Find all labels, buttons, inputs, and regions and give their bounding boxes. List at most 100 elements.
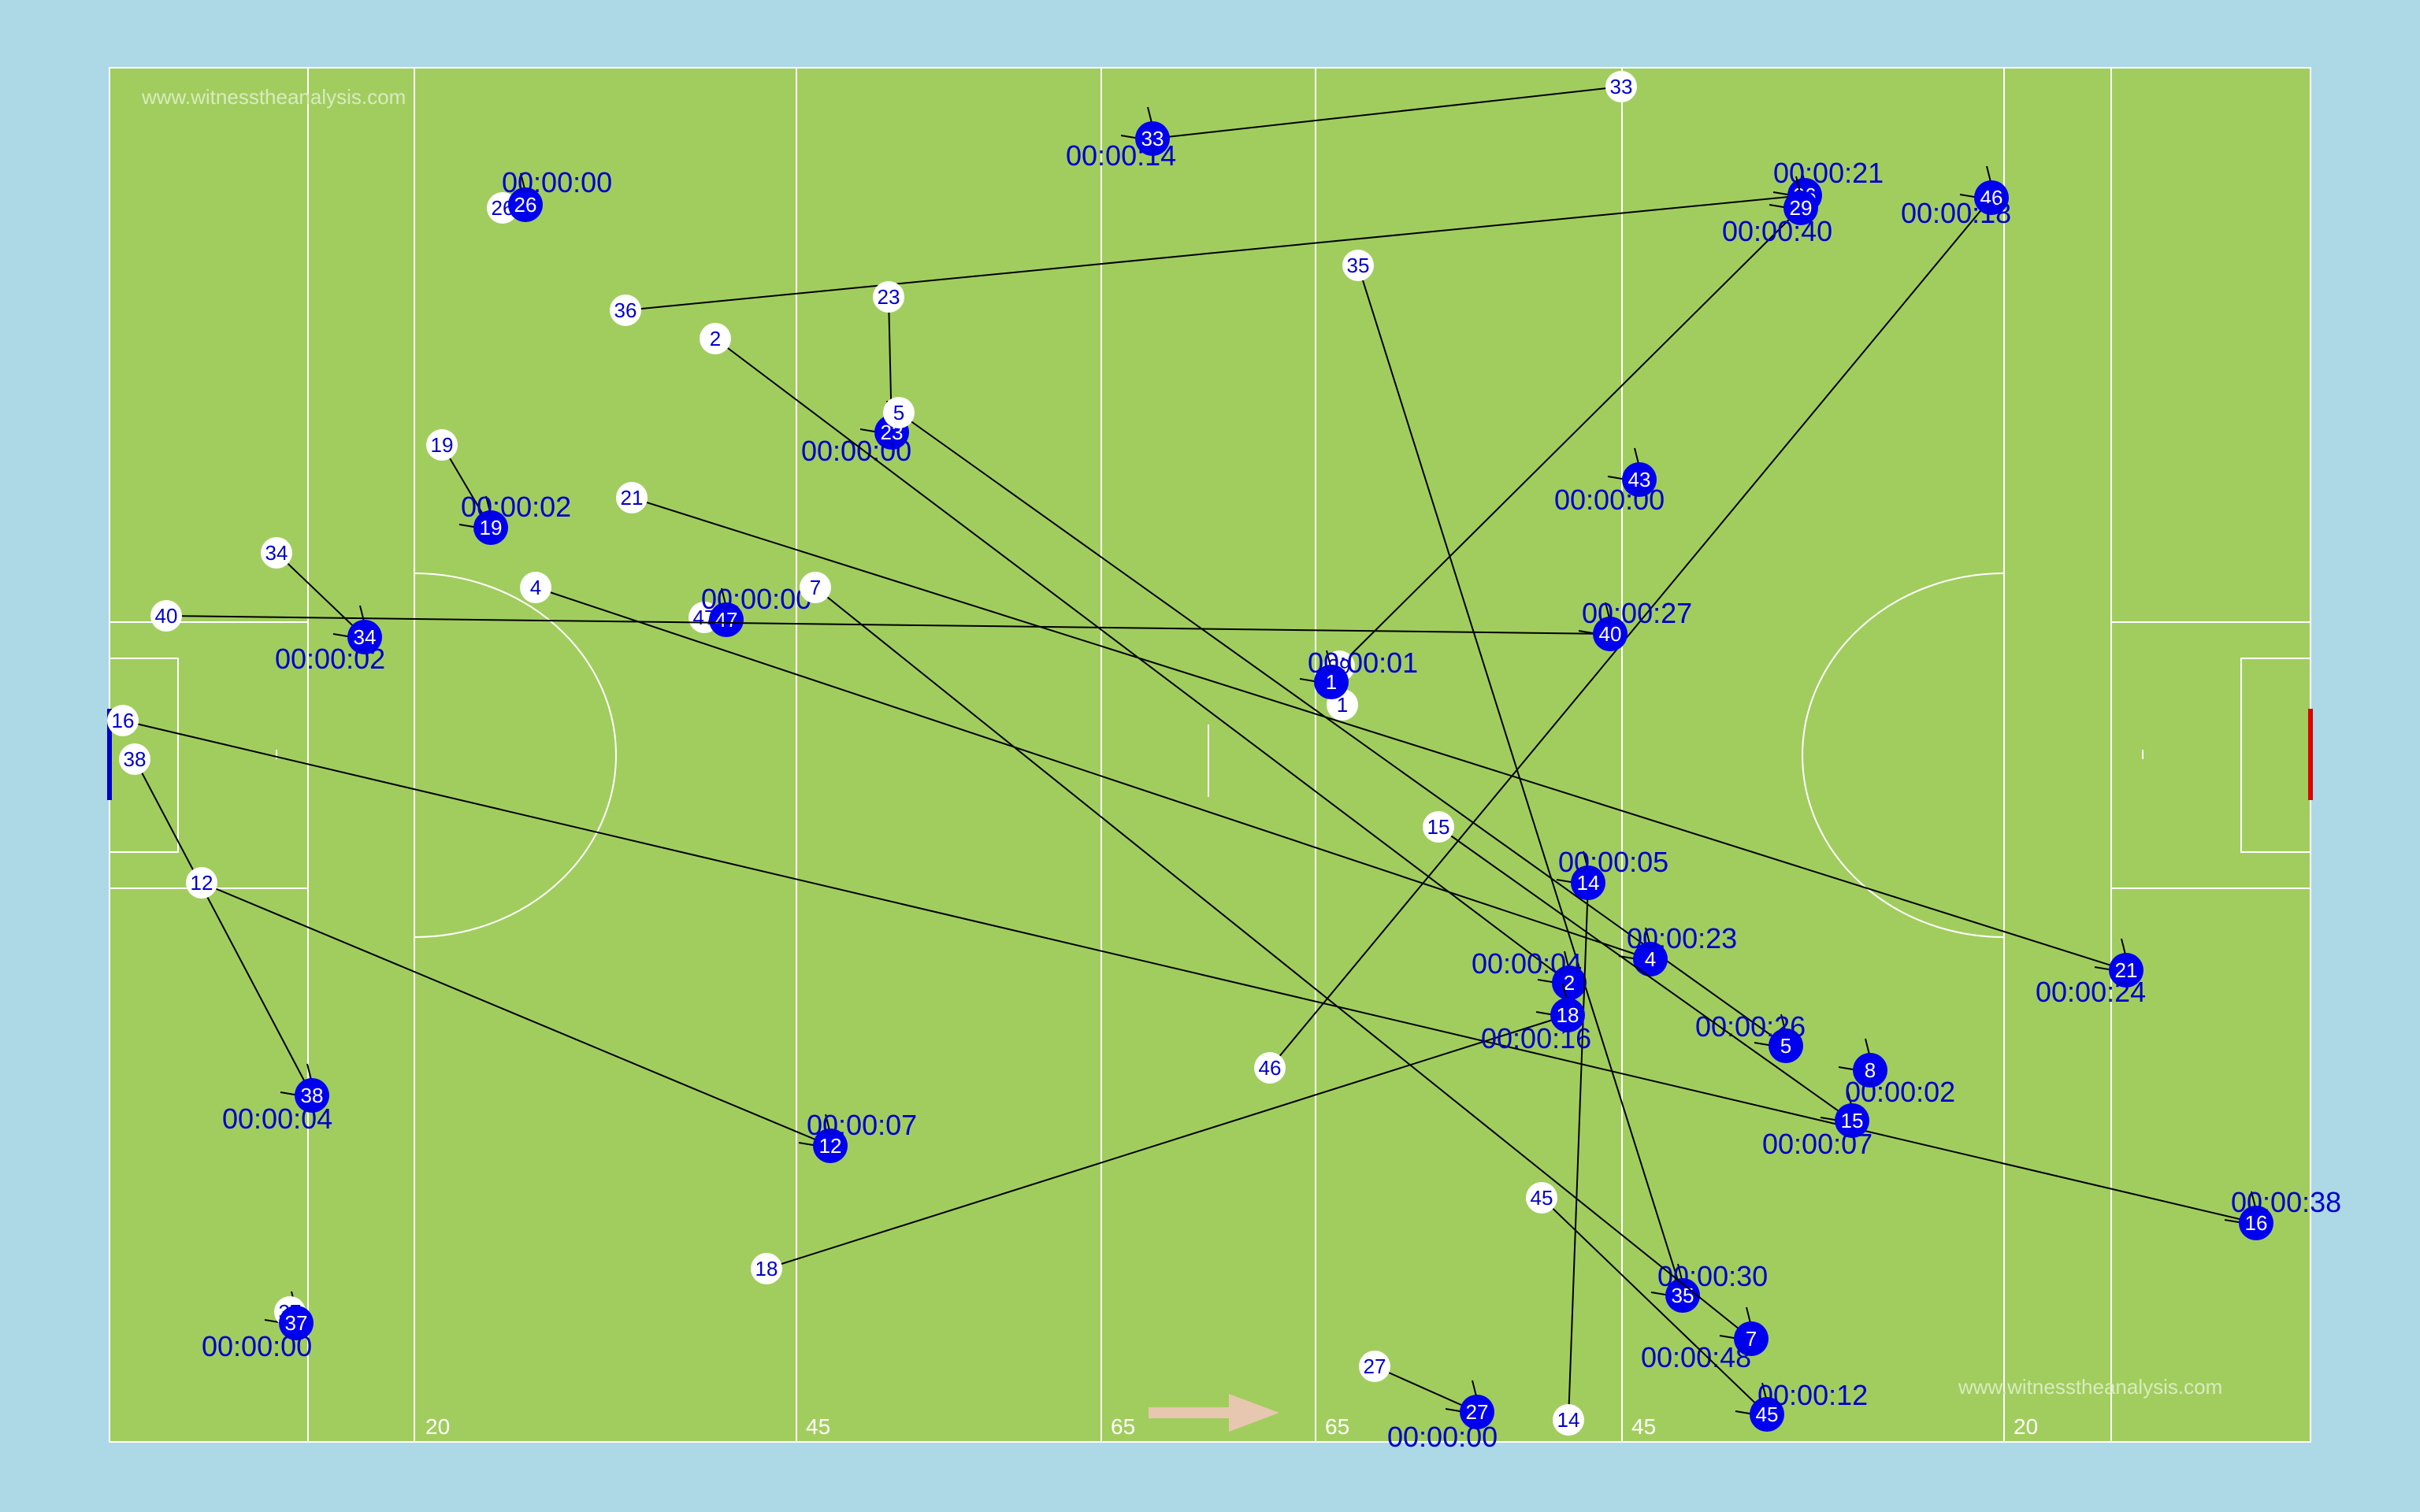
kickout-43[interactable]: 434300:00:00 <box>1554 447 1665 516</box>
kickout-time: 00:00:00 <box>502 166 612 198</box>
end-number: 12 <box>819 1134 842 1158</box>
start-number: 15 <box>1427 815 1450 839</box>
left-goal <box>107 709 112 800</box>
end-marker <box>2239 1206 2273 1240</box>
kickout-line <box>1438 826 1853 1121</box>
end-marker <box>813 1128 848 1163</box>
kickout-time: 00:00:26 <box>1695 1010 1806 1043</box>
kickout-time: 00:00:18 <box>1901 197 2011 229</box>
kickout-line <box>201 882 831 1147</box>
start-number: 46 <box>1259 1056 1282 1080</box>
end-number: 29 <box>1790 196 1813 220</box>
field-number: 45 <box>1631 1414 1656 1439</box>
kickout-time: 00:00:01 <box>1308 647 1418 679</box>
start-marker <box>1605 71 1637 102</box>
start-marker <box>610 295 641 326</box>
end-number: 45 <box>1756 1403 1779 1426</box>
kickout-37[interactable]: 373700:00:00 <box>202 1291 314 1362</box>
kickout-time: 00:00:04 <box>222 1102 332 1135</box>
end-number: 16 <box>2245 1211 2268 1235</box>
kickout-line <box>714 338 1570 984</box>
kickout-time: 00:00:00 <box>701 583 811 615</box>
start-number: 33 <box>1610 75 1633 98</box>
end-number: 46 <box>1980 186 2003 209</box>
end-marker <box>1550 998 1585 1032</box>
start-number: 19 <box>431 433 454 457</box>
end-number: 47 <box>715 608 738 632</box>
end-number: 7 <box>1746 1327 1757 1351</box>
end-number: 5 <box>1780 1034 1791 1058</box>
kickout-line <box>631 497 2127 971</box>
kickout-line <box>1152 86 1622 139</box>
kickout-line <box>1374 1366 1478 1413</box>
kickout-8[interactable]: 8800:00:02 <box>1838 1038 1955 1108</box>
watermark-top: www.witnesstheanalysis.com <box>142 85 406 109</box>
kickout-time: 00:00:07 <box>1762 1128 1873 1160</box>
end-number: 35 <box>1672 1284 1694 1307</box>
field-number: 65 <box>1325 1414 1349 1439</box>
start-number: 36 <box>614 298 637 322</box>
end-marker <box>1734 1321 1769 1356</box>
end-marker <box>473 510 508 545</box>
start-marker <box>150 600 182 632</box>
end-marker <box>2109 953 2143 988</box>
kickout-line <box>134 758 313 1096</box>
kickout-time: 00:00:02 <box>1845 1076 1955 1108</box>
start-number: 14 <box>1557 1408 1580 1432</box>
end-number: 1 <box>1326 670 1337 694</box>
start-marker <box>751 1253 782 1284</box>
end-marker <box>1552 965 1587 1000</box>
kickout-36[interactable]: 363600:00:21 <box>610 157 1884 326</box>
end-marker <box>1769 1028 1803 1063</box>
kickout-time: 00:00:00 <box>1387 1421 1498 1453</box>
start-marker <box>873 281 904 313</box>
end-marker <box>1853 1053 1887 1088</box>
end-marker <box>1593 617 1628 651</box>
start-number: 5 <box>893 401 904 424</box>
start-number: 35 <box>1347 254 1370 277</box>
end-marker <box>1460 1395 1494 1429</box>
kickout-time: 00:00:40 <box>1722 215 1832 247</box>
kickout-time: 00:00:02 <box>461 491 571 523</box>
start-marker <box>1526 1182 1557 1214</box>
watermark-bottom: www.witnesstheanalysis.com <box>1958 1375 2223 1399</box>
end-marker <box>347 620 382 654</box>
start-marker <box>883 397 915 428</box>
kickout-line <box>766 1014 1568 1269</box>
kickout-time: 00:00:07 <box>807 1109 917 1141</box>
right-goal <box>2308 709 2313 800</box>
kickout-line <box>1541 1197 1768 1415</box>
kickout-time: 00:00:21 <box>1773 157 1884 189</box>
start-marker <box>119 743 150 775</box>
end-number: 4 <box>1645 947 1656 971</box>
end-number: 33 <box>1141 127 1164 150</box>
start-number: 12 <box>191 871 213 895</box>
direction-arrow <box>1149 1394 1279 1432</box>
kickout-line <box>1269 197 1992 1069</box>
kickout-time: 00:00:12 <box>1757 1379 1868 1411</box>
